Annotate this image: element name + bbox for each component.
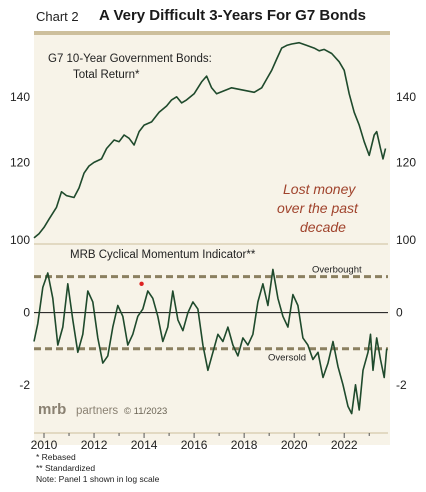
x-tick-label-2020: 2020 [281, 438, 308, 452]
plot-background [34, 35, 390, 445]
copyright: © 11/2023 [124, 406, 167, 417]
panel1-ytick-right-120: 120 [396, 155, 416, 169]
panel2-ytick-left-0: 0 [23, 306, 30, 320]
panel2-ytick-left--2: -2 [19, 378, 30, 392]
annotation-line-2: over the past [277, 200, 359, 216]
panel1-subtitle: Total Return* [73, 69, 140, 81]
chart-marks: 100 100 120 120 140 140 Overbought Oversold -2 -2… [10, 41, 416, 452]
logo-mark: mrb [38, 401, 66, 418]
reference-label-overbought: Overbought [312, 265, 362, 276]
panel1-ytick-right-100: 100 [396, 233, 416, 247]
footnotes: * Rebased ** Standardized Note: Panel 1 … [36, 452, 159, 485]
panel1-ytick-left-100: 100 [10, 233, 30, 247]
x-tick-label-2012: 2012 [81, 438, 108, 452]
chart-label: Chart 2 [36, 9, 79, 24]
annotation-line-1: Lost money [283, 181, 356, 197]
brand-logo: mrb partners © 11/2023 [38, 401, 167, 418]
footnote-1: * Rebased [36, 452, 76, 462]
x-tick-label-2022: 2022 [331, 438, 358, 452]
panel2-ytick-right--2: -2 [396, 378, 407, 392]
total-return-line [33, 41, 387, 239]
panel1-ytick-right-140: 140 [396, 90, 416, 104]
red-marker-dot [139, 281, 144, 287]
footnote-2: ** Standardized [36, 463, 96, 473]
momentum-indicator-line [33, 268, 388, 415]
chart-header: Chart 2 A Very Difficult 3-Years For G7 … [0, 0, 426, 32]
panel2-ytick-right-0: 0 [396, 306, 403, 320]
panel2-title: MRB Cyclical Momentum Indicator** [70, 249, 256, 261]
x-tick-label-2016: 2016 [181, 438, 208, 452]
x-tick-label-2018: 2018 [231, 438, 258, 452]
footnote-3: Note: Panel 1 shown in log scale [36, 474, 160, 484]
panel1-title: G7 10-Year Government Bonds: [48, 53, 212, 65]
chart-title: A Very Difficult 3-Years For G7 Bonds [99, 7, 367, 24]
x-tick-label-2014: 2014 [131, 438, 158, 452]
logo-suffix: partners [76, 405, 118, 417]
title-rule [34, 31, 390, 35]
panel1-ytick-left-120: 120 [10, 155, 30, 169]
annotation-line-3: decade [300, 219, 346, 235]
x-tick-label-2010: 2010 [31, 438, 58, 452]
reference-label-oversold: Oversold [268, 353, 306, 364]
panel1-ytick-left-140: 140 [10, 90, 30, 104]
